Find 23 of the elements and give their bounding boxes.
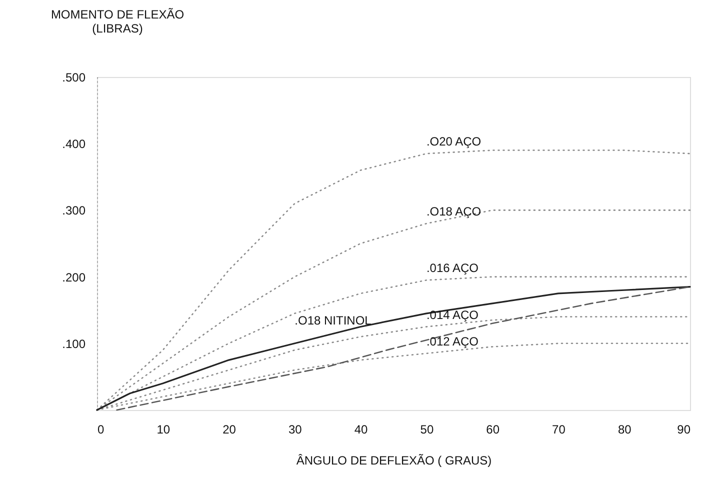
x-tick-label: 60 (486, 422, 500, 436)
series-label: .016 AÇO (426, 261, 478, 276)
x-axis-title: ÂNGULO DE DEFLEXÃO ( GRAUS) (296, 454, 492, 468)
x-tick-label: 30 (288, 422, 302, 436)
y-axis-title: MOMENTO DE FLEXÃO (LIBRAS) (50, 8, 184, 36)
y-tick-label: .300 (62, 204, 86, 218)
y-tick-label: .100 (62, 336, 86, 351)
x-tick-label: 0 (98, 422, 104, 436)
series-label: .O18 AÇO (426, 204, 482, 219)
y-tick-label: .200 (62, 270, 86, 284)
series-label: .014 AÇO (426, 308, 478, 322)
series-label: .O18 NITINOL (294, 313, 372, 328)
x-tick-label: 10 (156, 422, 170, 436)
y-tick-label: .400 (62, 137, 86, 152)
x-tick-label: 70 (552, 422, 566, 436)
x-tick-label: 90 (677, 422, 691, 436)
series-label: .012 AÇO (426, 334, 478, 348)
x-tick-label: 40 (354, 422, 368, 436)
x-tick-label: 80 (618, 422, 632, 436)
x-tick-label: 50 (420, 422, 434, 436)
y-tick-label: .500 (62, 70, 86, 84)
series-label: .O20 AÇO (426, 134, 482, 149)
x-tick-label: 20 (222, 422, 236, 436)
